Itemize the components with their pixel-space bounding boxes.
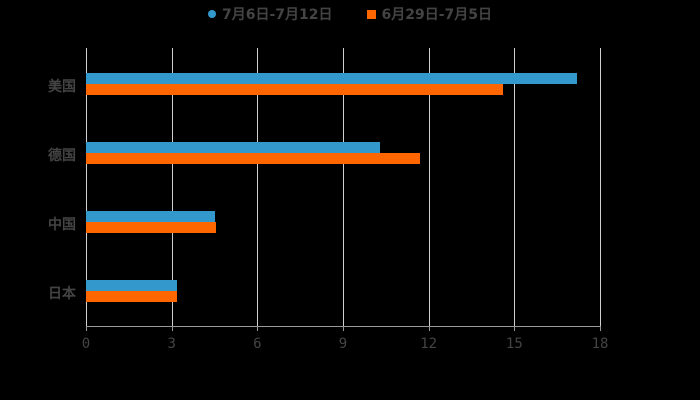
- gridline: [343, 48, 344, 326]
- gridline: [86, 48, 87, 326]
- x-axis: [86, 326, 600, 327]
- legend-label: 6月29日-7月5日: [381, 7, 493, 23]
- x-tick-label: 0: [81, 336, 91, 352]
- bar[interactable]: [86, 291, 178, 302]
- x-tick-label: 12: [420, 336, 438, 352]
- blue-dot-icon: [207, 10, 216, 18]
- x-tick: [257, 326, 259, 331]
- x-tick: [428, 326, 430, 331]
- gridline: [514, 48, 516, 326]
- x-tick-label: 18: [591, 336, 609, 352]
- x-tick: [514, 326, 516, 331]
- category-label: 日本: [48, 286, 76, 302]
- bar[interactable]: [86, 142, 381, 153]
- x-tick-label: 15: [505, 336, 523, 352]
- legend-item-series-1[interactable]: 7月6日-7月12日: [207, 4, 333, 24]
- category-label: 美国: [48, 79, 76, 95]
- legend-item-series-2[interactable]: 6月29日-7月5日: [366, 4, 493, 24]
- bar[interactable]: [86, 280, 178, 291]
- x-tick: [86, 326, 87, 331]
- bar[interactable]: [86, 222, 216, 233]
- gridline: [600, 48, 601, 326]
- x-tick-label: 6: [253, 336, 262, 352]
- x-tick-label: 9: [338, 336, 348, 352]
- bar[interactable]: [86, 84, 503, 95]
- category-label: 中国: [48, 217, 76, 233]
- bar[interactable]: [86, 211, 215, 222]
- category-label: 德国: [48, 148, 76, 164]
- x-tick: [343, 326, 344, 331]
- orange-square-icon: [366, 9, 376, 19]
- gridline: [171, 48, 173, 326]
- legend: 7月6日-7月12日 6月29日-7月5日: [0, 4, 700, 24]
- bar[interactable]: [86, 153, 421, 164]
- gridline: [428, 48, 430, 326]
- gridline: [257, 48, 259, 326]
- x-tick: [171, 326, 173, 331]
- bar[interactable]: [86, 73, 578, 84]
- legend-label: 7月6日-7月12日: [221, 7, 333, 23]
- x-tick-label: 3: [167, 336, 176, 352]
- x-tick: [600, 326, 601, 331]
